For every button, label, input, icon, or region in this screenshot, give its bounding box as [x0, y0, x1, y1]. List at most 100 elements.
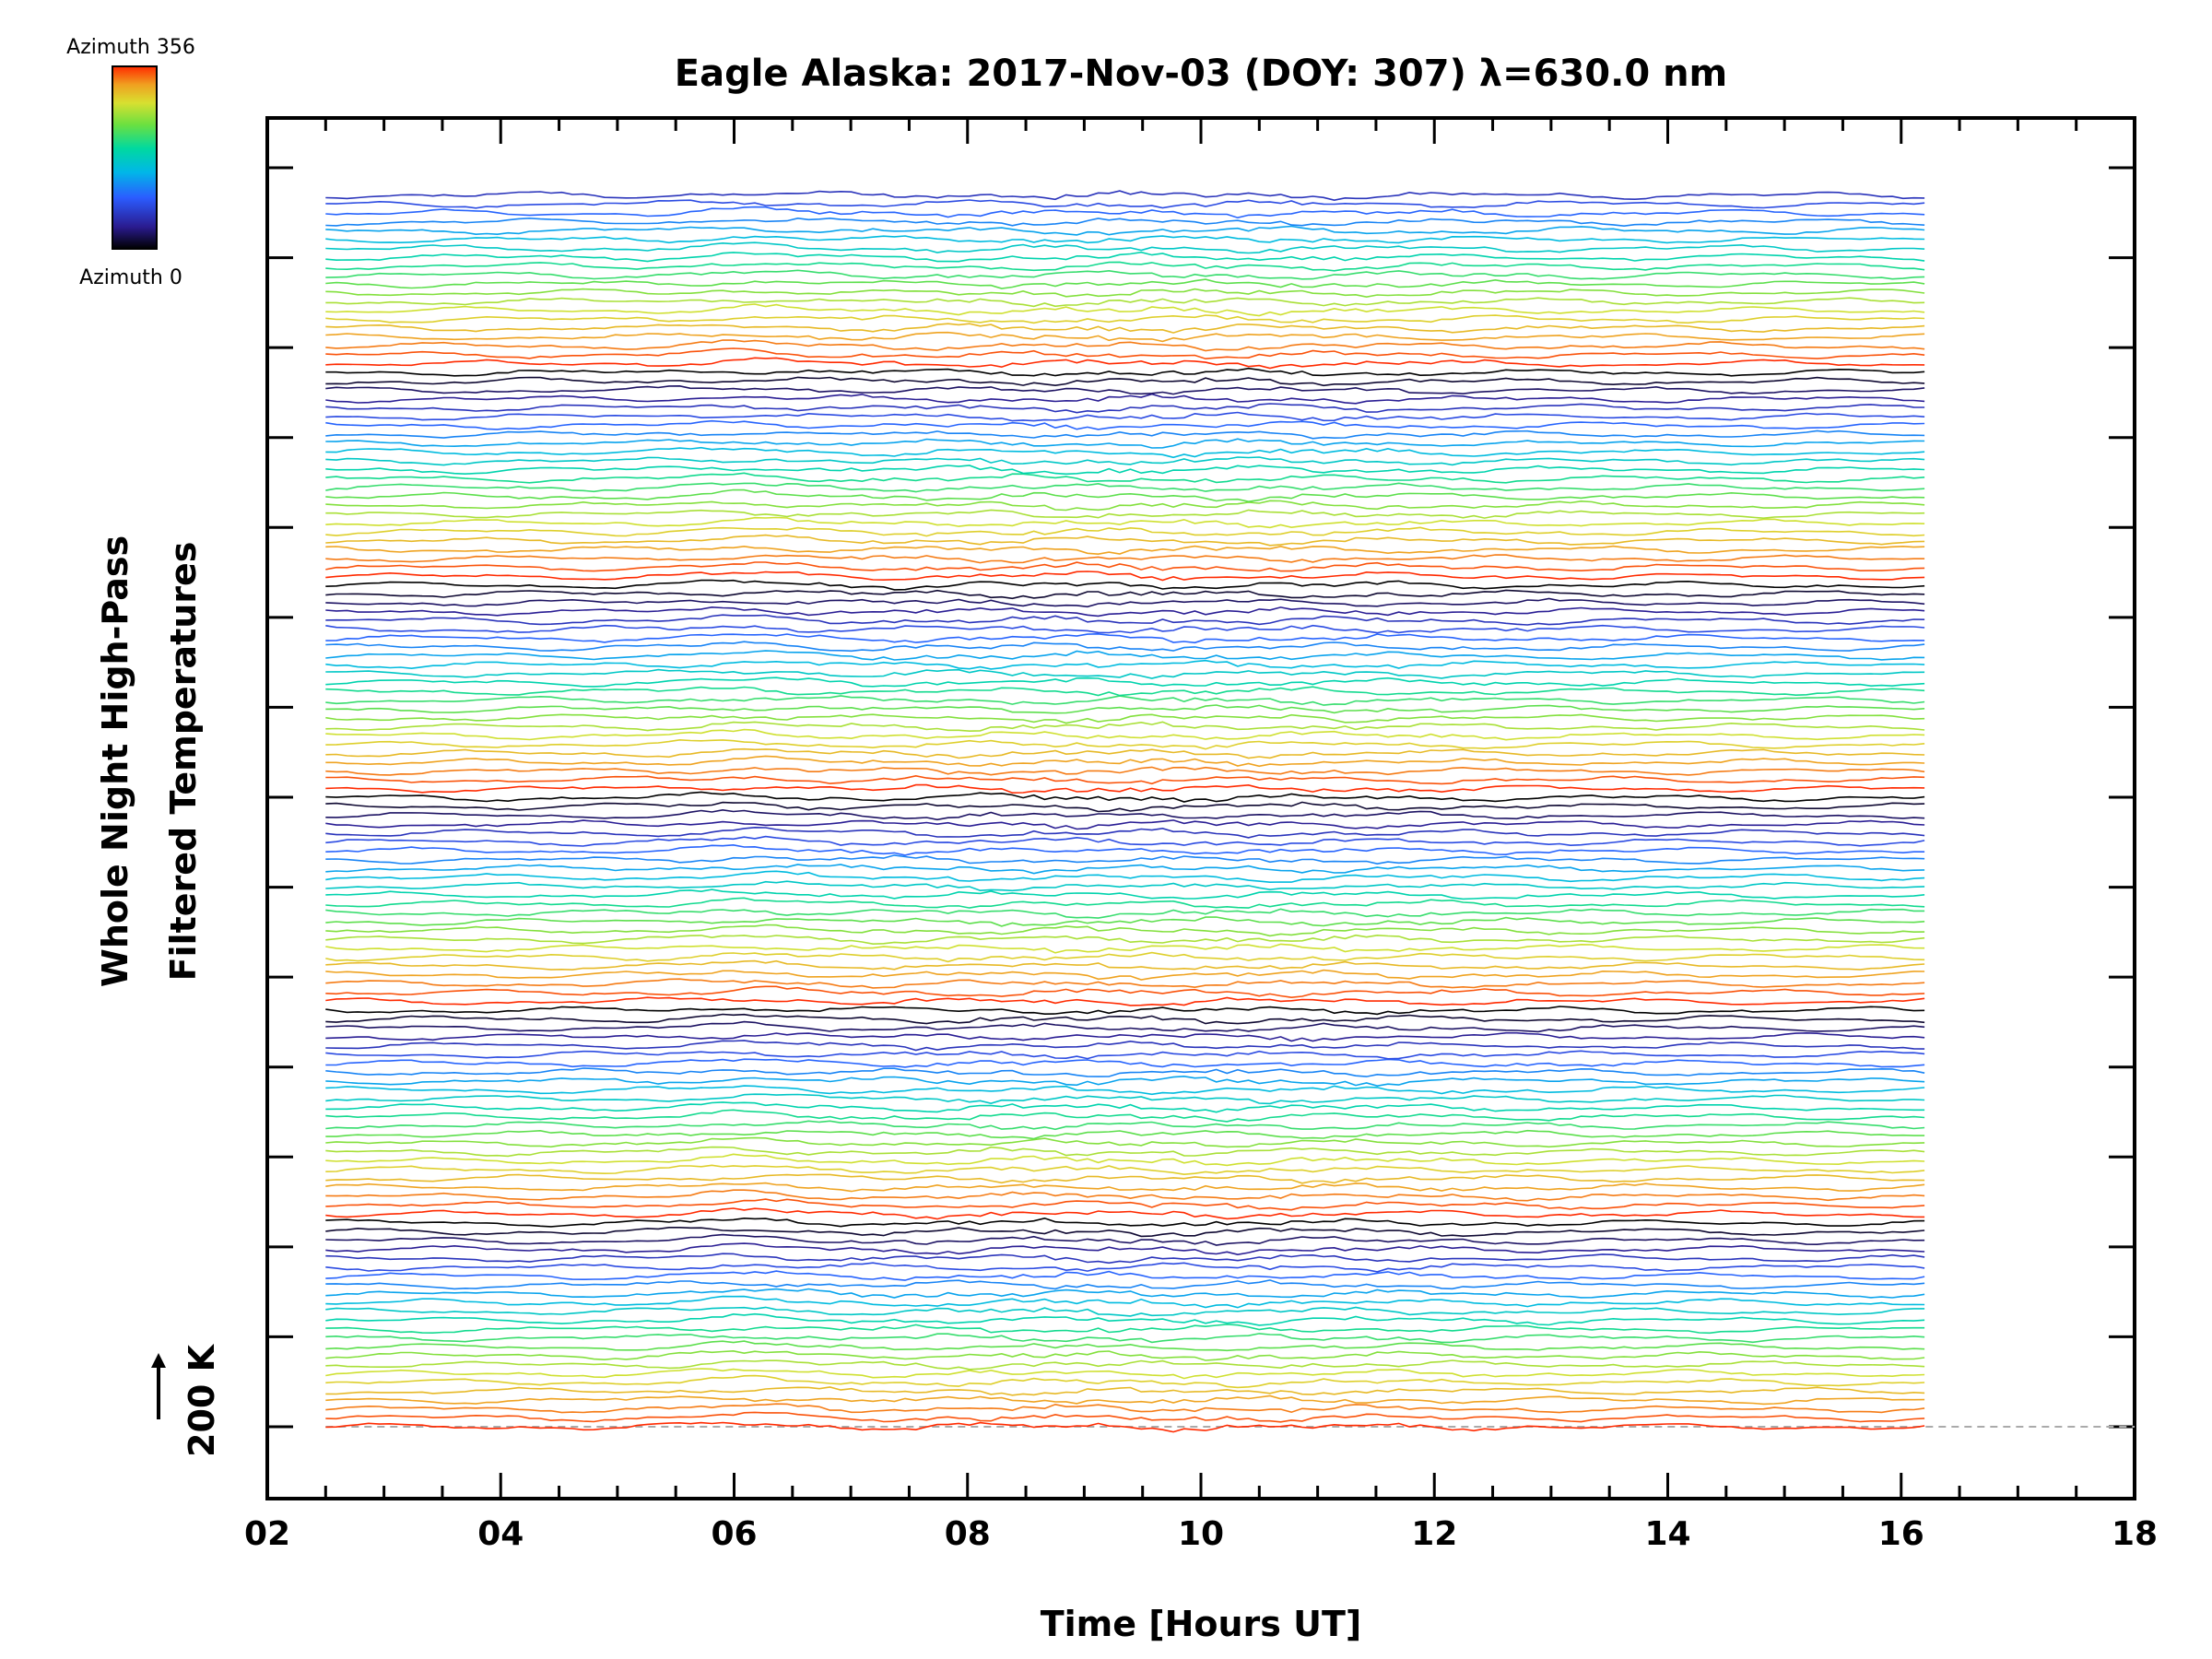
- series-line: [325, 614, 1925, 626]
- series-line: [325, 376, 1925, 387]
- series-line: [325, 303, 1925, 317]
- series-line: [325, 1101, 1925, 1113]
- series-line: [325, 251, 1925, 263]
- series-line: [325, 1242, 1925, 1256]
- series-line: [325, 190, 1925, 202]
- series-line: [325, 1093, 1925, 1105]
- series-line: [325, 1136, 1925, 1148]
- axis-ticks: [265, 118, 2136, 1499]
- series-line: [325, 1253, 1925, 1265]
- series-line: [325, 472, 1925, 484]
- series-line: [325, 269, 1925, 280]
- series-line: [325, 367, 1925, 377]
- series-line: [325, 728, 1925, 741]
- series-line: [325, 1006, 1925, 1016]
- series-line: [325, 978, 1925, 989]
- x-tick-labels: 02 04 06 08 10 12 14 16 18: [244, 1515, 2158, 1553]
- series-line: [325, 1050, 1925, 1060]
- series-line: [325, 438, 1925, 449]
- series-line: [325, 1359, 1925, 1371]
- series-line: [325, 606, 1925, 618]
- series-line: [325, 632, 1925, 644]
- x-axis-label: Time [Hours UT]: [1041, 1604, 1362, 1644]
- series-line: [325, 1207, 1925, 1220]
- series-line: [325, 1058, 1925, 1068]
- series-line: [325, 1164, 1925, 1176]
- series-line: [325, 241, 1925, 254]
- series-line: [325, 1085, 1925, 1096]
- series-line: [325, 1324, 1925, 1335]
- y-axis-label-line1: Whole Night High-Pass: [95, 535, 135, 987]
- series-line: [325, 403, 1925, 414]
- series-line: [325, 199, 1925, 209]
- x-tick-label: 12: [1411, 1515, 1457, 1553]
- series-line: [325, 1189, 1925, 1202]
- series-line: [325, 1386, 1925, 1396]
- series-line: [325, 747, 1925, 759]
- series-line: [325, 235, 1925, 244]
- series-line: [325, 419, 1925, 430]
- series-line: [325, 314, 1925, 324]
- chart-title: Eagle Alaska: 2017-Nov-03 (DOY: 307) λ=6…: [675, 53, 1727, 95]
- series-line: [325, 384, 1925, 395]
- series-line: [325, 1182, 1925, 1193]
- series-line: [325, 1340, 1925, 1352]
- series-line: [325, 801, 1925, 813]
- y-axis-label-line2: Filtered Temperatures: [163, 542, 204, 982]
- series-line: [325, 1374, 1925, 1389]
- series-line: [325, 1262, 1925, 1273]
- series-line: [325, 738, 1925, 750]
- series-line: [325, 1020, 1925, 1033]
- x-tick-label: 08: [945, 1515, 991, 1553]
- series-line: [325, 959, 1925, 971]
- series-line: [325, 924, 1925, 937]
- series-line: [325, 864, 1925, 875]
- series-line: [325, 554, 1925, 564]
- series-line: [325, 1306, 1925, 1317]
- series-line: [325, 465, 1925, 476]
- series-line: [325, 1075, 1925, 1088]
- series-line: [325, 721, 1925, 733]
- series-line: [325, 826, 1925, 839]
- series-line: [325, 1368, 1925, 1380]
- series-line: [325, 1279, 1925, 1290]
- series-line: [325, 589, 1925, 600]
- series-line: [325, 783, 1925, 794]
- series-line: [325, 766, 1925, 776]
- series-line: [325, 686, 1925, 697]
- series-line: [325, 843, 1925, 856]
- series-line: [325, 969, 1925, 981]
- series-line: [325, 1146, 1925, 1158]
- series-line: [325, 695, 1925, 706]
- series-line: [325, 339, 1925, 352]
- scale-arrow-head: [151, 1353, 166, 1368]
- series-line: [325, 347, 1925, 360]
- series-line: [325, 488, 1925, 503]
- series-line: [325, 755, 1925, 768]
- series-line: [325, 1040, 1925, 1052]
- series-line: [325, 393, 1925, 405]
- colorbar-bottom-label: Azimuth 0: [79, 266, 182, 289]
- series-line: [325, 951, 1925, 963]
- x-tick-label: 04: [477, 1515, 524, 1553]
- series-line: [325, 934, 1925, 946]
- series-line: [325, 1013, 1925, 1025]
- series-line: [325, 1120, 1925, 1131]
- series-line: [325, 1394, 1925, 1406]
- series-line: [325, 908, 1925, 919]
- series-line: [325, 323, 1925, 334]
- x-tick-label: 06: [711, 1515, 757, 1553]
- series-line: [325, 854, 1925, 865]
- scale-label: 200 K: [182, 1343, 222, 1457]
- series-line: [325, 526, 1925, 537]
- series-line: [325, 659, 1925, 670]
- series-line: [325, 579, 1925, 591]
- series-line: [325, 819, 1925, 830]
- series-line: [325, 411, 1925, 422]
- series-line: [325, 597, 1925, 608]
- series-line: [325, 880, 1925, 892]
- series-line: [325, 996, 1925, 1006]
- x-tick-label: 18: [2112, 1515, 2158, 1553]
- series-line: [325, 713, 1925, 724]
